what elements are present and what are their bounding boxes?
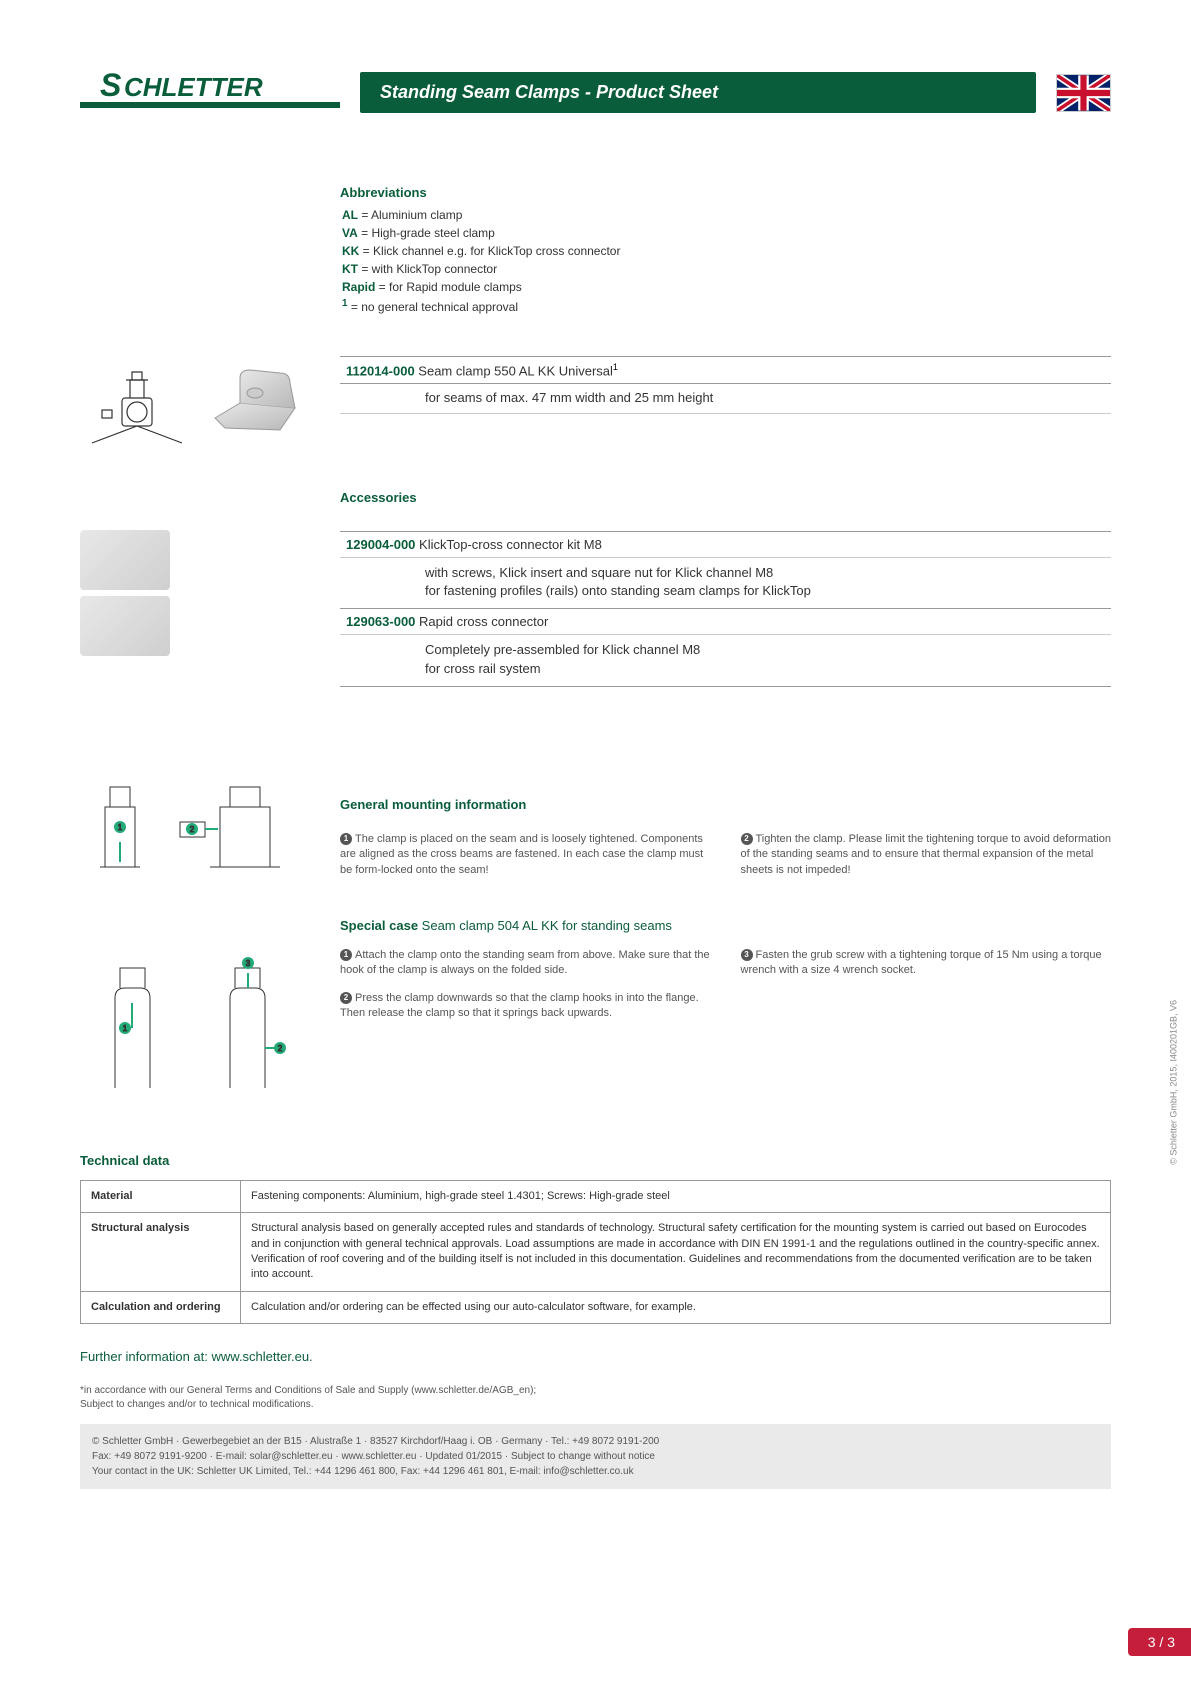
side-copyright: © Schletter GmbH, 2015, I400201GB, V6 [1169, 1000, 1179, 1165]
seam-clamp-line-drawing-icon [82, 358, 192, 448]
abbreviations-heading: Abbreviations [340, 185, 1111, 200]
svg-text:S: S [100, 67, 122, 103]
technical-heading: Technical data [80, 1153, 1111, 1168]
svg-text:1: 1 [123, 1024, 128, 1033]
abbrev-desc: = no general technical approval [348, 300, 518, 314]
product-sup: 1 [613, 362, 618, 372]
seam-clamp-render-icon [200, 358, 310, 448]
abbrev-key: KK [342, 244, 359, 258]
accessory-name: KlickTop-cross connector kit M8 [415, 537, 601, 552]
product-diagram-row [80, 356, 320, 450]
special-case-bold: Special case [340, 918, 418, 933]
special-step: 2Press the clamp downwards so that the c… [340, 991, 711, 1022]
table-row: Calculation and ordering Calculation and… [81, 1291, 1111, 1323]
special-step-text: Press the clamp downwards so that the cl… [340, 992, 699, 1019]
special-step-text: Fasten the grub screw with a tightening … [741, 949, 1102, 976]
mounting-step-text: Tighten the clamp. Please limit the tigh… [741, 833, 1111, 876]
accessory-code: 129063-000 [346, 614, 415, 629]
accessory-image-icon [80, 530, 170, 590]
page-header: S CHLETTER Standing Seam Clamps - Produc… [80, 60, 1111, 125]
svg-text:2: 2 [278, 1044, 283, 1053]
svg-text:3: 3 [246, 959, 251, 968]
product-code: 112014-000 [346, 363, 415, 378]
product-name: Seam clamp 550 AL KK Universal [415, 363, 613, 378]
accessory-body: Completely pre-assembled for Klick chann… [340, 635, 1111, 685]
accessory-image-icon [80, 596, 170, 656]
footer-contact: © Schletter GmbH · Gewerbegebiet an der … [80, 1424, 1111, 1489]
mounting-step-text: The clamp is placed on the seam and is l… [340, 833, 703, 876]
accessories-heading: Accessories [340, 490, 1111, 505]
mounting-step: 1The clamp is placed on the seam and is … [340, 832, 711, 878]
footnote: *in accordance with our General Terms an… [80, 1384, 1111, 1412]
special-step: 3Fasten the grub screw with a tightening… [741, 948, 1112, 979]
abbrev-desc: = Klick channel e.g. for KlickTop cross … [359, 244, 620, 258]
uk-flag-icon [1056, 74, 1111, 112]
svg-text:CHLETTER: CHLETTER [124, 72, 263, 102]
abbrev-key: Rapid [342, 280, 375, 294]
table-row: Structural analysis Structural analysis … [81, 1213, 1111, 1292]
product-header: 112014-000 Seam clamp 550 AL KK Universa… [340, 356, 1111, 384]
tech-value: Fastening components: Aluminium, high-gr… [241, 1180, 1111, 1212]
technical-data-table: Material Fastening components: Aluminium… [80, 1180, 1111, 1324]
abbrev-key: KT [342, 262, 358, 276]
svg-text:1: 1 [118, 823, 123, 832]
abbrev-key: AL [342, 208, 358, 222]
tech-label: Material [81, 1180, 241, 1212]
abbrev-key: VA [342, 226, 358, 240]
special-case-heading: Special case Seam clamp 504 AL KK for st… [340, 918, 1111, 933]
abbrev-desc: = High-grade steel clamp [358, 226, 495, 240]
document-title: Standing Seam Clamps - Product Sheet [360, 72, 1036, 113]
accessory-name: Rapid cross connector [415, 614, 548, 629]
svg-text:2: 2 [190, 825, 195, 834]
accessory-code: 129004-000 [346, 537, 415, 552]
further-info: Further information at: www.schletter.eu… [80, 1349, 1111, 1364]
abbrev-desc: = with KlickTop connector [358, 262, 497, 276]
special-case-rest: Seam clamp 504 AL KK for standing seams [418, 918, 672, 933]
mounting-heading: General mounting information [340, 797, 1111, 812]
page-number-badge: 3 / 3 [1128, 1628, 1191, 1656]
special-step-text: Attach the clamp onto the standing seam … [340, 949, 710, 976]
tech-label: Structural analysis [81, 1213, 241, 1292]
abbrev-desc: = for Rapid module clamps [375, 280, 521, 294]
abbreviations-list: AL = Aluminium clamp VA = High-grade ste… [340, 206, 1111, 316]
special-step: 1Attach the clamp onto the standing seam… [340, 948, 711, 979]
brand-logo: S CHLETTER [80, 60, 340, 125]
mounting-step: 2Tighten the clamp. Please limit the tig… [741, 832, 1112, 878]
table-row: Material Fastening components: Aluminium… [81, 1180, 1111, 1212]
accessory-row: 129004-000 KlickTop-cross connector kit … [340, 531, 1111, 608]
tech-value: Structural analysis based on generally a… [241, 1213, 1111, 1292]
mounting-diagram-icon: 1 2 [80, 767, 310, 887]
product-description: for seams of max. 47 mm width and 25 mm … [340, 384, 1111, 414]
abbrev-desc: = Aluminium clamp [358, 208, 462, 222]
accessory-row: 129063-000 Rapid cross connector Complet… [340, 608, 1111, 686]
tech-value: Calculation and/or ordering can be effec… [241, 1291, 1111, 1323]
tech-label: Calculation and ordering [81, 1291, 241, 1323]
accessory-body: with screws, Klick insert and square nut… [340, 558, 1111, 608]
special-case-diagram-icon: 1 3 2 [80, 948, 310, 1098]
